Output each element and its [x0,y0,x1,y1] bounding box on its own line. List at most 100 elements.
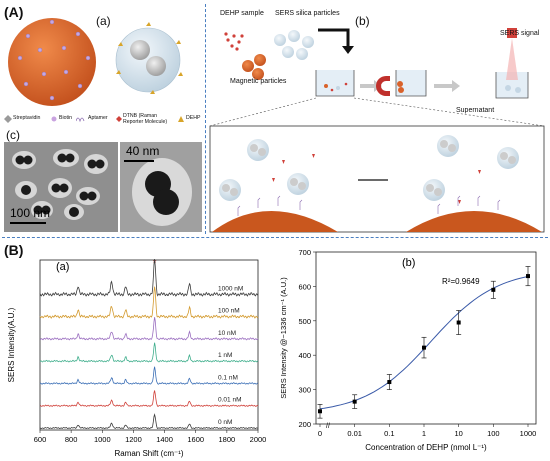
x-axis-label: Raman Shift (cm⁻¹) [114,449,183,458]
series-label: 1000 nM [218,285,243,292]
dehp-sample-dots [224,32,244,51]
chart-dose-response: (b) 200 300 400 500 600 700 0 0.01 0.1 1 10 100 1000 /… [279,248,537,452]
tem-scale-left: 100 nm [10,206,51,220]
y-axis-label: SERS Intensity @~1336 cm⁻¹ (A.U.) [279,277,288,399]
surface-aptamers [237,195,501,216]
x-tick-label: 600 [34,435,47,444]
spectrum-line [39,413,259,430]
arrow-2 [434,80,460,92]
sub-c-label: (c) [6,128,20,142]
data-point [422,345,426,350]
series-label: 0.01 nM [218,397,242,404]
sub-b-label: (b) [402,257,415,269]
series-label: 10 nM [218,330,236,337]
series-label: 0.1 nM [218,374,238,381]
sub-b-label: (b) [355,14,370,28]
spectrum-line [39,317,259,341]
spectrum-line [39,286,259,319]
bent-arrow [318,28,350,48]
dehp-icon [178,116,184,122]
particle-illustration [8,18,183,106]
panel-b-label: (B) [4,242,24,258]
panel-a-label: (A) [4,4,24,20]
divider-vertical [205,4,206,234]
spectrum-line [39,390,259,408]
chart-spectra: (a) 600 800 1000 1200 1400 1600 1800 2000 Raman S… [7,258,267,458]
spectrum-line [39,342,259,363]
beaker-1 [315,70,355,97]
magnetic-surface-left [212,211,338,232]
x-axis-label: Concentration of DEHP (nmol L⁻¹) [365,443,487,452]
sers-silica-particle [115,22,183,94]
panel-a: (A) (a) (b) (c) [2,4,545,233]
label-sers-signal: SERS signal [500,30,540,37]
biotin-icon [51,116,57,122]
x-tick-label: 10 [454,429,462,438]
x-tick-label: 1200 [125,435,142,444]
aptamer-icon [76,117,85,123]
dtnb-icon [116,116,122,122]
x-tick-label: 0 [318,429,322,438]
legend-dtnb: DTNB (Raman Reporter Molecule) [123,113,168,125]
y-tick-label: 400 [298,351,311,360]
y-tick-label: 300 [298,386,311,395]
y-tick-label: 200 [298,420,311,429]
tem-particle-high [124,158,192,226]
legend-dehp: DEHP [186,115,201,121]
x-tick-label: 100 [487,429,500,438]
spectrum-line [39,366,258,385]
x-tick-label: 0.1 [384,429,394,438]
tem-scale-right: 40 nm [126,144,160,158]
streptavidin-icon [4,115,12,123]
magnetic-surface-right [406,211,542,232]
tem-image-low-mag: 100 nm [4,142,118,232]
tem-particles-low [10,149,108,224]
r-squared-annotation: R²=0.9649 [442,277,480,286]
sub-a-label: (a) [56,261,69,273]
legend: Streptavidin Biotin Aptamer DTNB (Raman … [2,113,207,125]
magnetic-particle-group [242,54,266,80]
zoom-particles [219,135,519,201]
label-dehp-sample: DEHP sample [220,10,264,17]
divider-horizontal [2,237,548,238]
legend-biotin: Biotin [59,115,72,121]
tem-image-high-mag: 40 nm [120,142,202,232]
data-point [526,274,530,279]
x-tick-label: 0.01 [347,429,362,438]
plot-frame [39,259,259,431]
axis-break: // [326,423,330,430]
label-sers-silica: SERS silica particles [275,10,340,17]
series-label: 100 nM [218,308,240,315]
x-tick-label: 1400 [156,435,173,444]
sub-a-label: (a) [96,14,111,28]
legend-streptavidin: Streptavidin [13,115,41,121]
x-tick-label: 800 [65,435,78,444]
x-tick-label: 1600 [187,435,204,444]
silica-particle-group [274,30,314,60]
data-point [352,399,357,404]
label-magnetic: Magnetic particles [230,78,287,85]
plot-frame [315,251,537,425]
series-label: 0 nM [218,419,232,426]
beaker-3 [495,28,529,99]
x-tick-label: 1000 [94,435,111,444]
x-tick-label: 1000 [520,429,537,438]
data-point [318,409,322,414]
data-point [387,380,392,385]
x-tick-label: 1 [422,429,426,438]
data-point [491,287,496,292]
magnetic-particle [8,18,96,106]
magnet-beaker [376,70,427,97]
y-tick-label: 700 [298,248,311,257]
y-tick-label: 500 [298,317,311,326]
legend-aptamer: Aptamer [88,115,108,121]
x-tick-label: 1800 [219,435,236,444]
y-tick-label: 600 [298,282,311,291]
x-tick-label: 2000 [250,435,267,444]
workflow-diagram [209,28,545,233]
spectrum-line [39,259,259,297]
data-point [456,320,461,325]
label-supernatant: Supernatant [456,107,495,114]
series-label: 1 nM [218,352,232,359]
zoom-dehp [272,154,481,204]
